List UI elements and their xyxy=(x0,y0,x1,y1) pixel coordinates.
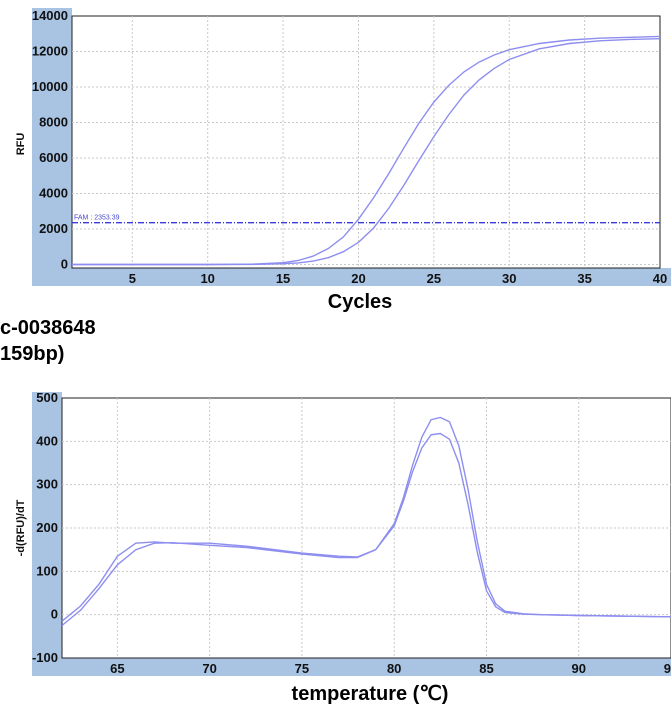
melt-grid xyxy=(62,398,671,658)
melt-y-tick-labels: -100 0 100 200 300 400 500 xyxy=(32,390,58,665)
series-line-1 xyxy=(61,416,671,627)
melt-chart: -100 0 100 200 300 400 500 65 70 75 80 85 90 95 -d(R… xyxy=(15,390,671,705)
series-line-1 xyxy=(72,35,661,266)
y-tick-label: 400 xyxy=(36,433,58,448)
y-tick-label: 8000 xyxy=(39,114,68,129)
y-tick-label: 200 xyxy=(36,520,58,535)
amp-x-tick-labels: 5 10 15 20 25 30 35 40 xyxy=(129,271,668,286)
series-line-2 xyxy=(61,432,671,622)
melt-series-group xyxy=(61,416,671,627)
x-tick-label: 95 xyxy=(664,661,671,676)
melt-x-axis-label: temperature (℃) xyxy=(292,683,449,705)
x-tick-label: 65 xyxy=(110,661,124,676)
y-tick-label: 14000 xyxy=(32,8,68,23)
side-label-line2: 159bp) xyxy=(0,343,64,365)
amp-x-axis-label: Cycles xyxy=(328,291,393,313)
amp-series-group xyxy=(72,35,661,266)
amp-y-axis-label: RFU xyxy=(15,133,27,156)
amp-axis-band-bottom xyxy=(32,268,671,286)
x-tick-label: 85 xyxy=(479,661,493,676)
amp-y-tick-labels: 0 2000 4000 6000 8000 10000 12000 14000 xyxy=(32,8,68,271)
y-tick-label: 4000 xyxy=(39,185,68,200)
y-tick-label: 12000 xyxy=(32,43,68,58)
x-tick-label: 5 xyxy=(129,271,136,286)
x-tick-label: 30 xyxy=(502,271,516,286)
x-tick-label: 15 xyxy=(276,271,290,286)
x-tick-label: 35 xyxy=(577,271,591,286)
y-tick-label: -100 xyxy=(32,650,58,665)
y-tick-label: 100 xyxy=(36,563,58,578)
x-tick-label: 25 xyxy=(427,271,441,286)
x-tick-label: 20 xyxy=(351,271,365,286)
x-tick-label: 40 xyxy=(653,271,667,286)
side-label-line1: c-0038648 xyxy=(0,317,96,339)
x-tick-label: 10 xyxy=(200,271,214,286)
y-tick-label: 10000 xyxy=(32,79,68,94)
y-tick-label: 300 xyxy=(36,477,58,492)
amp-plot-area xyxy=(71,15,661,269)
melt-x-tick-labels: 65 70 75 80 85 90 95 xyxy=(110,661,671,676)
x-tick-label: 70 xyxy=(202,661,216,676)
y-tick-label: 500 xyxy=(36,390,58,405)
amp-threshold-label: FAM : 2353.39 xyxy=(74,215,120,222)
x-tick-label: 80 xyxy=(387,661,401,676)
y-tick-label: 0 xyxy=(61,256,68,271)
y-tick-label: 0 xyxy=(51,607,58,622)
y-tick-label: 6000 xyxy=(39,150,68,165)
melt-axis-band-bottom xyxy=(32,658,671,676)
melt-y-axis-label: -d(RFU)/dT xyxy=(15,499,27,556)
amp-grid xyxy=(72,16,660,268)
series-line-2 xyxy=(72,38,661,266)
x-tick-label: 90 xyxy=(571,661,585,676)
melt-axis-band-left xyxy=(32,392,62,676)
x-tick-label: 75 xyxy=(295,661,309,676)
y-tick-label: 2000 xyxy=(39,221,68,236)
amp-axis-band-left xyxy=(32,8,72,286)
amplification-chart: 0 2000 4000 6000 8000 10000 12000 14000 5 10 15 20… xyxy=(15,8,671,313)
